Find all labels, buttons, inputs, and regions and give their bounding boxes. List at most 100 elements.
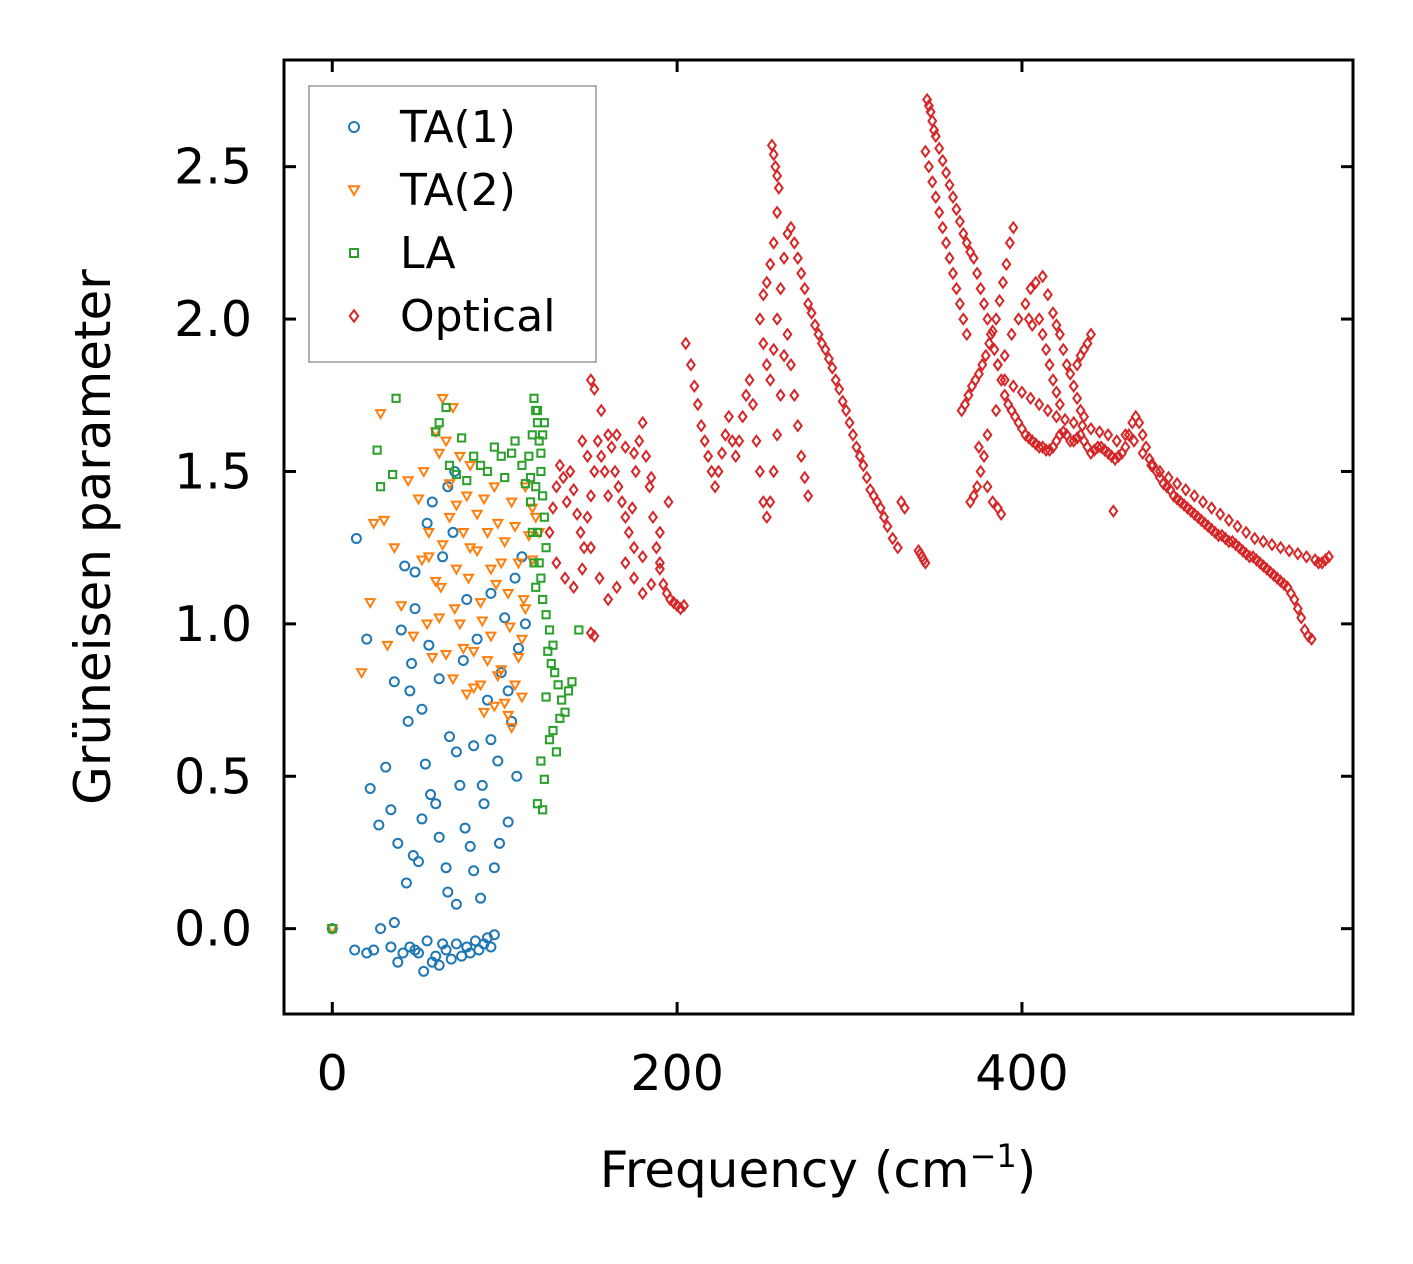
data-point bbox=[1051, 318, 1062, 333]
data-point bbox=[823, 351, 834, 366]
data-point bbox=[468, 865, 480, 877]
data-point bbox=[751, 434, 762, 448]
data-point bbox=[568, 580, 579, 595]
data-point bbox=[785, 220, 796, 235]
data-point bbox=[364, 782, 376, 794]
data-point bbox=[1068, 434, 1079, 448]
data-point bbox=[1025, 281, 1036, 296]
data-point bbox=[554, 458, 565, 473]
data-point bbox=[1213, 528, 1224, 543]
data-point bbox=[991, 312, 1002, 326]
data-point bbox=[1047, 306, 1059, 320]
data-point bbox=[477, 707, 491, 719]
data-point bbox=[421, 935, 433, 947]
data-point bbox=[830, 373, 841, 387]
data-point bbox=[972, 266, 983, 281]
series-optical bbox=[544, 92, 1334, 646]
data-point bbox=[391, 393, 401, 403]
x-axis-title: Frequency (cm−1) bbox=[600, 1137, 1037, 1199]
data-point bbox=[992, 357, 1003, 372]
data-point bbox=[1296, 610, 1307, 625]
data-point bbox=[402, 715, 414, 727]
data-point bbox=[1223, 534, 1234, 549]
data-point bbox=[441, 402, 451, 413]
data-point bbox=[476, 616, 489, 628]
data-point bbox=[741, 388, 752, 403]
data-point bbox=[596, 403, 607, 418]
data-point bbox=[461, 593, 473, 605]
legend-label: TA(2) bbox=[399, 165, 516, 216]
data-point bbox=[501, 589, 515, 600]
data-point bbox=[951, 202, 962, 217]
data-point bbox=[453, 619, 467, 631]
data-point bbox=[803, 488, 814, 503]
data-point bbox=[385, 804, 397, 816]
data-point bbox=[1197, 495, 1209, 509]
data-point bbox=[499, 612, 511, 624]
data-point bbox=[517, 595, 530, 606]
legend-label: TA(1) bbox=[399, 102, 516, 153]
data-point bbox=[423, 639, 435, 651]
data-point bbox=[709, 479, 721, 494]
data-point bbox=[433, 959, 445, 971]
data-point bbox=[488, 701, 501, 713]
data-point bbox=[1249, 531, 1260, 546]
data-point bbox=[485, 587, 497, 599]
data-point bbox=[567, 677, 577, 687]
data-point bbox=[837, 394, 848, 409]
data-point bbox=[796, 266, 807, 281]
data-point bbox=[574, 625, 584, 635]
data-point bbox=[806, 306, 817, 320]
data-point bbox=[809, 318, 821, 333]
data-point bbox=[539, 774, 549, 784]
data-point bbox=[796, 449, 807, 464]
data-point bbox=[1061, 357, 1072, 372]
y-tick-label: 2.0 bbox=[174, 291, 252, 348]
data-point bbox=[1137, 446, 1148, 461]
data-point bbox=[585, 488, 596, 503]
data-point bbox=[1034, 312, 1045, 326]
data-point bbox=[963, 388, 974, 403]
data-point bbox=[1215, 507, 1226, 521]
data-point bbox=[440, 862, 452, 874]
data-point bbox=[1085, 421, 1096, 436]
data-point bbox=[761, 357, 772, 372]
data-point bbox=[349, 944, 361, 956]
data-point bbox=[1120, 428, 1131, 442]
data-point bbox=[388, 917, 400, 929]
data-point bbox=[637, 415, 648, 430]
data-point bbox=[536, 466, 546, 477]
data-point bbox=[965, 495, 976, 509]
data-point bbox=[548, 640, 558, 650]
data-point bbox=[982, 312, 993, 326]
data-point bbox=[469, 451, 479, 461]
data-point bbox=[494, 837, 506, 849]
data-point bbox=[397, 947, 409, 959]
data-point bbox=[553, 680, 563, 690]
data-point bbox=[491, 518, 505, 530]
data-point bbox=[582, 449, 593, 464]
data-point bbox=[1065, 434, 1076, 448]
data-point bbox=[512, 558, 525, 570]
data-point bbox=[404, 685, 416, 697]
data-point bbox=[422, 528, 436, 539]
data-point bbox=[991, 403, 1002, 418]
data-point bbox=[951, 281, 962, 296]
data-point bbox=[509, 572, 521, 584]
data-point bbox=[1072, 431, 1083, 445]
data-point bbox=[1089, 443, 1100, 457]
data-point bbox=[609, 464, 621, 479]
data-point bbox=[689, 379, 700, 393]
data-point bbox=[765, 257, 776, 272]
data-point bbox=[492, 755, 504, 767]
legend-marker bbox=[348, 308, 360, 324]
data-point bbox=[433, 673, 445, 685]
data-point bbox=[713, 464, 724, 479]
data-point bbox=[406, 657, 418, 669]
data-point bbox=[439, 649, 453, 661]
data-point bbox=[978, 449, 990, 464]
data-point bbox=[692, 397, 703, 412]
data-point bbox=[577, 434, 588, 448]
data-point bbox=[1068, 415, 1079, 430]
